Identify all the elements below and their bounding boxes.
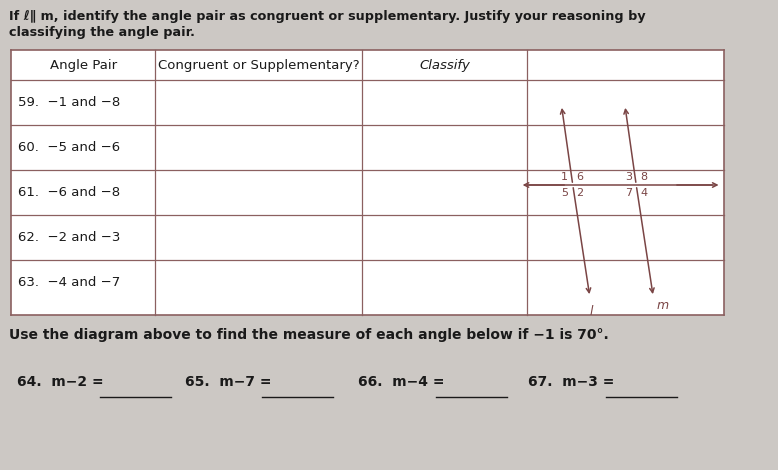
Text: 6: 6 xyxy=(576,172,583,182)
Bar xyxy=(12,50,724,315)
Text: 62.  −2 and −3: 62. −2 and −3 xyxy=(18,231,121,244)
Text: Angle Pair: Angle Pair xyxy=(50,58,117,71)
Text: 60.  −5 and −6: 60. −5 and −6 xyxy=(18,141,120,154)
Text: 7: 7 xyxy=(625,188,633,198)
Text: classifying the angle pair.: classifying the angle pair. xyxy=(9,26,195,39)
Text: l: l xyxy=(590,305,594,318)
Text: 4: 4 xyxy=(640,188,647,198)
Text: 3: 3 xyxy=(626,172,633,182)
Text: 8: 8 xyxy=(640,172,647,182)
Text: If ℓ∥ m, identify the angle pair as congruent or supplementary. Justify your rea: If ℓ∥ m, identify the angle pair as cong… xyxy=(9,10,646,23)
Text: 66.  m−4 =: 66. m−4 = xyxy=(358,375,444,389)
Text: 5: 5 xyxy=(561,188,568,198)
Text: 2: 2 xyxy=(576,188,583,198)
Text: Use the diagram above to find the measure of each angle below if −1 is 70°.: Use the diagram above to find the measur… xyxy=(9,328,609,342)
Text: 61.  −6 and −8: 61. −6 and −8 xyxy=(18,186,120,199)
Text: 67.  m−3 =: 67. m−3 = xyxy=(528,375,615,389)
Text: 64.  m−2 =: 64. m−2 = xyxy=(17,375,103,389)
Text: 65.  m−7 =: 65. m−7 = xyxy=(184,375,271,389)
Text: m: m xyxy=(657,299,669,312)
Text: Classify: Classify xyxy=(419,58,470,71)
Text: 63.  −4 and −7: 63. −4 and −7 xyxy=(18,276,121,289)
Text: 1: 1 xyxy=(561,172,568,182)
Text: 59.  −1 and −8: 59. −1 and −8 xyxy=(18,96,121,109)
Text: Congruent or Supplementary?: Congruent or Supplementary? xyxy=(158,58,359,71)
